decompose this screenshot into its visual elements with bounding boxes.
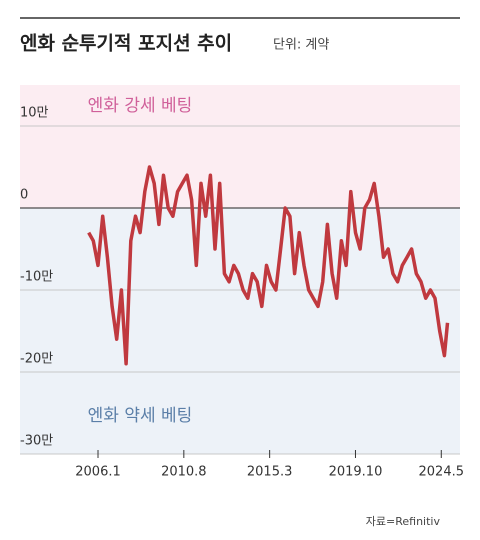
source: 자료=Refinitiv xyxy=(366,515,441,528)
x-tick-label: 2024.5 xyxy=(419,465,465,480)
chart-subtitle: 단위: 계약 xyxy=(273,38,329,53)
x-tick-label: 2010.8 xyxy=(161,465,207,480)
positive-zone xyxy=(20,85,460,208)
x-tick-label: 2015.3 xyxy=(247,465,293,480)
y-tick-label: 0 xyxy=(20,188,28,203)
y-tick-label: 10만 xyxy=(20,106,49,121)
chart-title: 엔화 순투기적 포지션 추이 xyxy=(20,33,232,55)
negative-zone xyxy=(20,208,460,454)
x-tick-label: 2006.1 xyxy=(75,465,121,480)
y-tick-label: -20만 xyxy=(20,352,53,367)
annotation: 엔화 약세 베팅 xyxy=(88,406,193,426)
y-tick-label: -30만 xyxy=(20,434,53,449)
data-line xyxy=(87,165,450,366)
annotation: 엔화 강세 베팅 xyxy=(88,96,193,116)
y-tick-label: -10만 xyxy=(20,270,53,285)
x-tick-label: 2019.10 xyxy=(329,465,383,480)
